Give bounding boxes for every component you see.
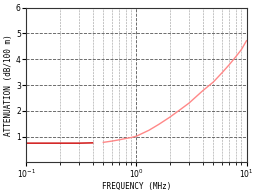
X-axis label: FREQUENCY (MHz): FREQUENCY (MHz) — [102, 182, 171, 191]
Y-axis label: ATTENUATION (dB/100 m): ATTENUATION (dB/100 m) — [4, 34, 13, 136]
